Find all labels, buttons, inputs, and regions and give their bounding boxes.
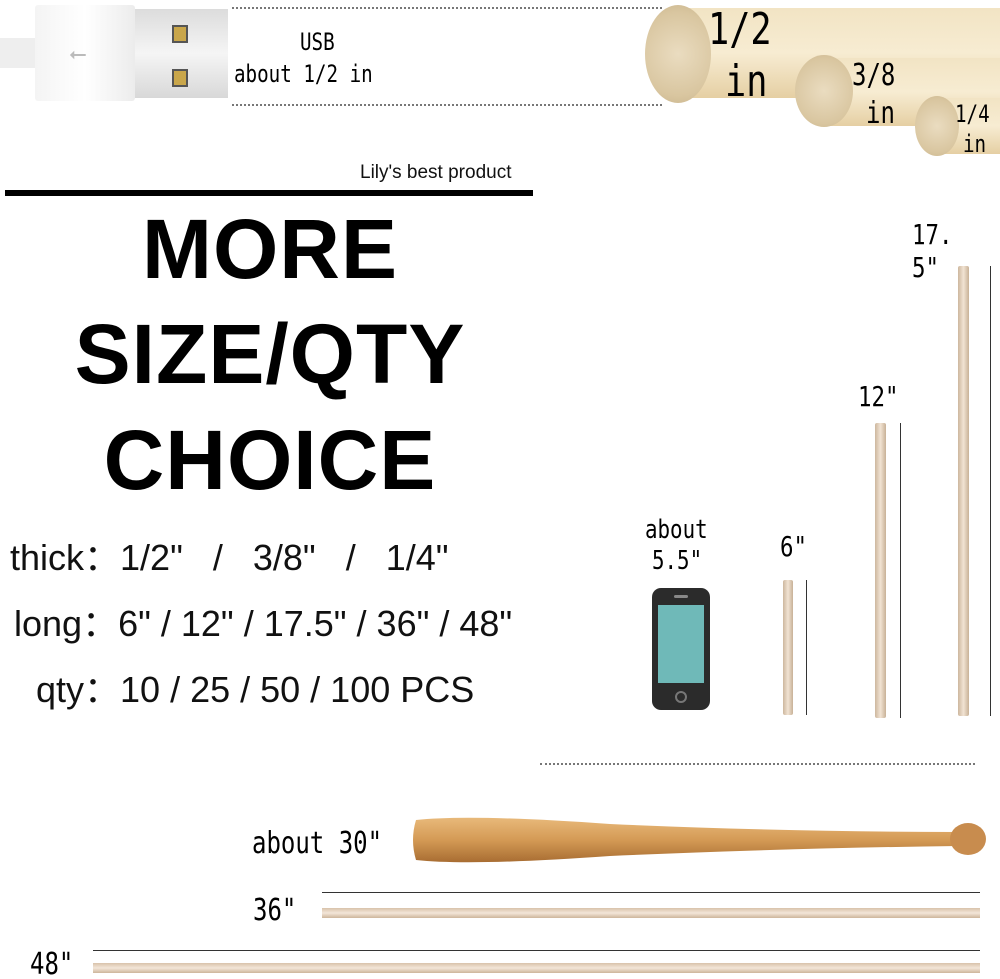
dowel-48-inch [93, 963, 980, 973]
dowel-12-inch [875, 423, 886, 718]
headline-line-3: CHOICE [103, 413, 437, 507]
thickness-value: 1/2 [708, 4, 772, 55]
dotted-guide [232, 104, 662, 106]
dowel-end-half-inch [645, 5, 711, 103]
phone-label: about [645, 515, 708, 545]
length-36-label: 36" [253, 893, 297, 928]
usb-title: USB [300, 28, 335, 56]
length-6-label: 6" [780, 530, 807, 563]
bat-label: about 30" [252, 826, 383, 861]
headline-line-2: SIZE/QTY [74, 307, 466, 401]
dimension-line [900, 423, 901, 718]
length-12-label: 12" [858, 380, 899, 413]
thickness-unit: in [866, 96, 895, 131]
brand-line: Lily's best product [360, 162, 512, 183]
usb-size: about 1/2 in [234, 60, 373, 88]
thickness-unit: in [725, 56, 768, 107]
spec-thick: thick：1/2" / 3/8" / 1/4" [10, 537, 449, 578]
dowel-6-inch [783, 580, 793, 715]
thickness-value: 3/8 [852, 58, 896, 93]
baseball-bat-image [413, 817, 986, 863]
dimension-line [806, 580, 807, 715]
dotted-guide [232, 7, 662, 9]
thickness-value: 1/4 [955, 100, 990, 128]
phone-icon [652, 588, 710, 710]
phone-size: 5.5" [652, 546, 703, 576]
length-17-5-label: 17. 5" [912, 218, 953, 284]
dotted-separator [540, 763, 975, 765]
dowel-end-3-8-inch [795, 55, 853, 127]
spec-qty: qty：10 / 25 / 50 / 100 PCS [36, 669, 475, 710]
dowel-36-inch [322, 908, 980, 918]
thickness-unit: in [963, 130, 987, 158]
dimension-line [990, 266, 991, 716]
spec-long: long：6" / 12" / 17.5" / 36" / 48" [14, 603, 513, 644]
usb-cable [0, 38, 40, 68]
dowel-17-5-inch [958, 266, 969, 716]
dowel-end-quarter-inch [915, 96, 959, 156]
usb-symbol-icon: ⭠ [69, 41, 87, 66]
dimension-line [322, 892, 980, 893]
usb-plug-metal [135, 9, 228, 98]
dimension-line [93, 950, 980, 951]
usb-plug-body: ⭠ [35, 5, 135, 101]
length-48-label: 48" [30, 947, 74, 979]
headline-line-1: MORE [142, 202, 398, 296]
divider [5, 190, 533, 196]
